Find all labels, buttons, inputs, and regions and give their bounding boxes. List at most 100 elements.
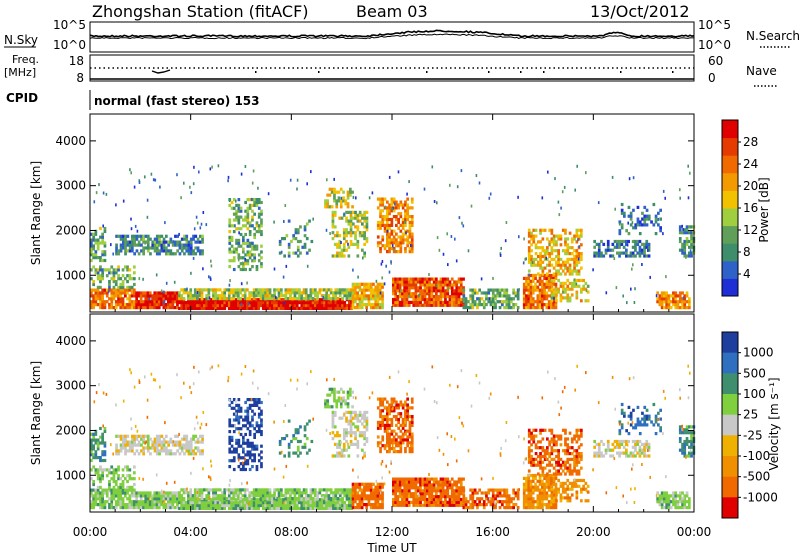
velocity-cell-938 [261, 488, 265, 492]
power-cell-5 [90, 288, 93, 292]
power-cell-1389 [365, 237, 369, 241]
velocity-cell-243 [119, 443, 123, 447]
power-cell-834 [187, 291, 190, 295]
power-cell-1497 [367, 294, 371, 298]
velocity-cell-45 [108, 506, 111, 510]
power-cell-140 [108, 282, 111, 287]
power-cell-2111 [505, 294, 509, 298]
velocity-cell-832 [187, 497, 190, 501]
power-cell-2608 [629, 251, 633, 255]
power-cell-2806 [690, 234, 693, 238]
velocity-cell-1234 [260, 412, 263, 416]
power-cell-2719 [665, 297, 668, 301]
velocity-cell-860 [207, 494, 211, 498]
velocity-cell-875 [218, 497, 222, 501]
power-cell-535 [187, 303, 190, 308]
velocity-cell-1528 [376, 494, 380, 498]
power-cell-1470 [358, 285, 362, 289]
power-cell-2650 [623, 214, 626, 218]
power-cell-1214 [257, 259, 261, 263]
velocity-cell-1090 [232, 447, 236, 451]
ytick-label: 3000 [55, 179, 86, 193]
velocity-cell-1624 [390, 423, 394, 427]
power-cell-1187 [251, 218, 254, 222]
power-cell-984 [293, 288, 297, 292]
power-cell-2427 [566, 260, 570, 264]
power-cell-11 [92, 288, 95, 292]
velocity-cell-532 [184, 503, 188, 508]
power-cell-2724 [667, 300, 671, 304]
power-cell-2123 [512, 303, 515, 307]
power-cell-1355 [354, 213, 357, 217]
velocity-cell-64 [114, 494, 118, 498]
power-cell-236 [115, 243, 118, 247]
velocity-cell-210 [96, 447, 100, 451]
power-cell-2289 [527, 254, 531, 259]
power-scatter-161 [130, 217, 132, 221]
velocity-cell-1777 [401, 492, 404, 496]
power-cell-2760 [685, 306, 689, 310]
power-cell-2283 [554, 282, 558, 286]
power-cell-1591 [386, 241, 389, 245]
velocity-cell-215 [99, 456, 102, 460]
velocity-cell-1720 [408, 415, 412, 419]
power-cell-1322 [345, 231, 348, 235]
velocity-cell-155 [114, 471, 118, 475]
power-scatter-102 [163, 299, 166, 303]
velocity-cell-1111 [237, 441, 241, 445]
velocity-cell-873 [216, 494, 220, 498]
power-cell-743 [307, 306, 310, 310]
power-cell-1869 [423, 286, 427, 290]
velocity-cell-578 [212, 506, 215, 510]
power-cell-633 [243, 306, 247, 310]
velocity-cell-1640 [392, 406, 396, 410]
power-cell-669 [264, 303, 267, 308]
velocity-cell-340 [165, 446, 168, 450]
power-cell-944 [266, 294, 270, 298]
power-cell-506 [171, 297, 175, 301]
velocity-cell-741 [304, 501, 308, 505]
velocity-cell-1806 [407, 489, 411, 493]
power-cell-1652 [395, 203, 398, 207]
velocity-cell-240 [117, 434, 121, 438]
power-cell-1651 [395, 206, 398, 210]
power-cell-2055 [478, 300, 481, 304]
velocity-cell-36 [103, 506, 107, 510]
power-cell-783 [329, 306, 333, 310]
power-cell-2379 [552, 243, 556, 247]
power-cell-1446 [351, 288, 355, 292]
power-cell-1798 [405, 286, 409, 290]
power-cell-286 [140, 243, 143, 247]
power-cell-2135 [522, 306, 526, 310]
power-cell-2167 [529, 306, 533, 310]
power-cell-961 [277, 291, 281, 295]
power-cell-2423 [564, 231, 567, 235]
power-cell-1540 [378, 282, 382, 286]
power-cell-2234 [545, 306, 549, 310]
velocity-cell-426 [139, 500, 143, 504]
power-cell-1015 [316, 294, 319, 298]
power-cell-2312 [532, 228, 536, 232]
power-cell-1169 [248, 253, 252, 257]
power-cell-232 [103, 226, 107, 231]
velocity-cell-330 [160, 443, 164, 447]
power-cell-2679 [645, 223, 649, 227]
power-cell-2503 [557, 278, 560, 283]
power-cell-920 [250, 291, 254, 295]
power-cell-2607 [629, 254, 633, 258]
velocity-cell-1300 [338, 451, 342, 455]
velocity-cell-405 [199, 449, 202, 453]
velocity-cell-456 [151, 494, 154, 498]
velocity-cell-1164 [246, 409, 250, 413]
velocity-cell-1785 [403, 495, 406, 499]
velocity-cell-334 [162, 446, 166, 450]
velocity-cell-404 [199, 452, 202, 456]
power-cell-586 [216, 306, 220, 310]
ytick-label: 1000 [55, 268, 86, 282]
power-cell-1999 [457, 300, 461, 304]
velocity-cell-1260 [296, 439, 300, 444]
power-cell-1861 [421, 280, 425, 284]
power-scatter-5 [615, 286, 618, 290]
velocity-cell-1179 [248, 398, 252, 402]
power-cell-2721 [665, 291, 668, 295]
